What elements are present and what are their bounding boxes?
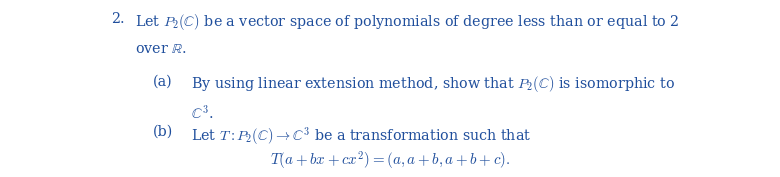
Text: By using linear extension method, show that $P_2(\mathbb{C})$ is isomorphic to: By using linear extension method, show t… — [191, 74, 675, 94]
Text: $T(a + bx + cx^2) = (a, a+b, a+b+c).$: $T(a + bx + cx^2) = (a, a+b, a+b+c).$ — [270, 150, 510, 173]
Text: $\mathbb{C}^3$.: $\mathbb{C}^3$. — [191, 104, 214, 121]
Text: (a): (a) — [153, 74, 172, 88]
Text: Let $T : P_2(\mathbb{C}) \rightarrow \mathbb{C}^3$ be a transformation such that: Let $T : P_2(\mathbb{C}) \rightarrow \ma… — [191, 125, 531, 147]
Text: Find the matrix representation $T$ relative to the standard basis.: Find the matrix representation $T$ relat… — [161, 175, 619, 177]
Text: 2.: 2. — [112, 12, 125, 25]
Text: over $\mathbb{R}$.: over $\mathbb{R}$. — [135, 42, 186, 56]
Text: Let $P_2(\mathbb{C})$ be a vector space of polynomials of degree less than or eq: Let $P_2(\mathbb{C})$ be a vector space … — [135, 12, 679, 32]
Text: (b): (b) — [153, 125, 173, 139]
